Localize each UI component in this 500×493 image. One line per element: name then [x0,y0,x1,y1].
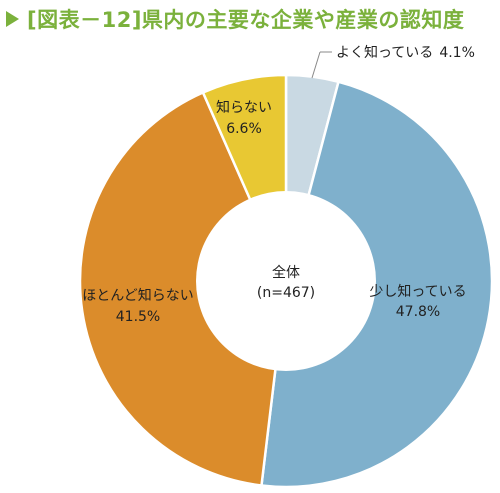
chart-title: [図表－12]県内の主要な企業や産業の認知度 [27,8,465,32]
slice-value-somewhat-known: 47.8% [396,304,440,320]
play-arrow-icon [6,11,19,27]
slice-label-hardly-known: ほとんど知らない [82,287,194,304]
slice-label-not-known: 知らない [216,99,272,116]
slice-value-hardly-known: 41.5% [116,309,160,325]
slice-somewhat-known [260,80,494,489]
donut-hole [196,191,376,371]
slice-label-well-known: よく知っている 4.1% [336,44,475,61]
slice-value-not-known: 6.6% [226,121,262,137]
center-sublabel: (n=467) [257,285,315,301]
center-label: 全体 [272,264,300,281]
slice-hardly-known [78,90,288,487]
chart-title-row: [図表－12]県内の主要な企業や産業の認知度 [6,5,464,33]
leader-line [311,51,321,79]
slice-label-somewhat-known: 少し知っている [369,283,466,300]
